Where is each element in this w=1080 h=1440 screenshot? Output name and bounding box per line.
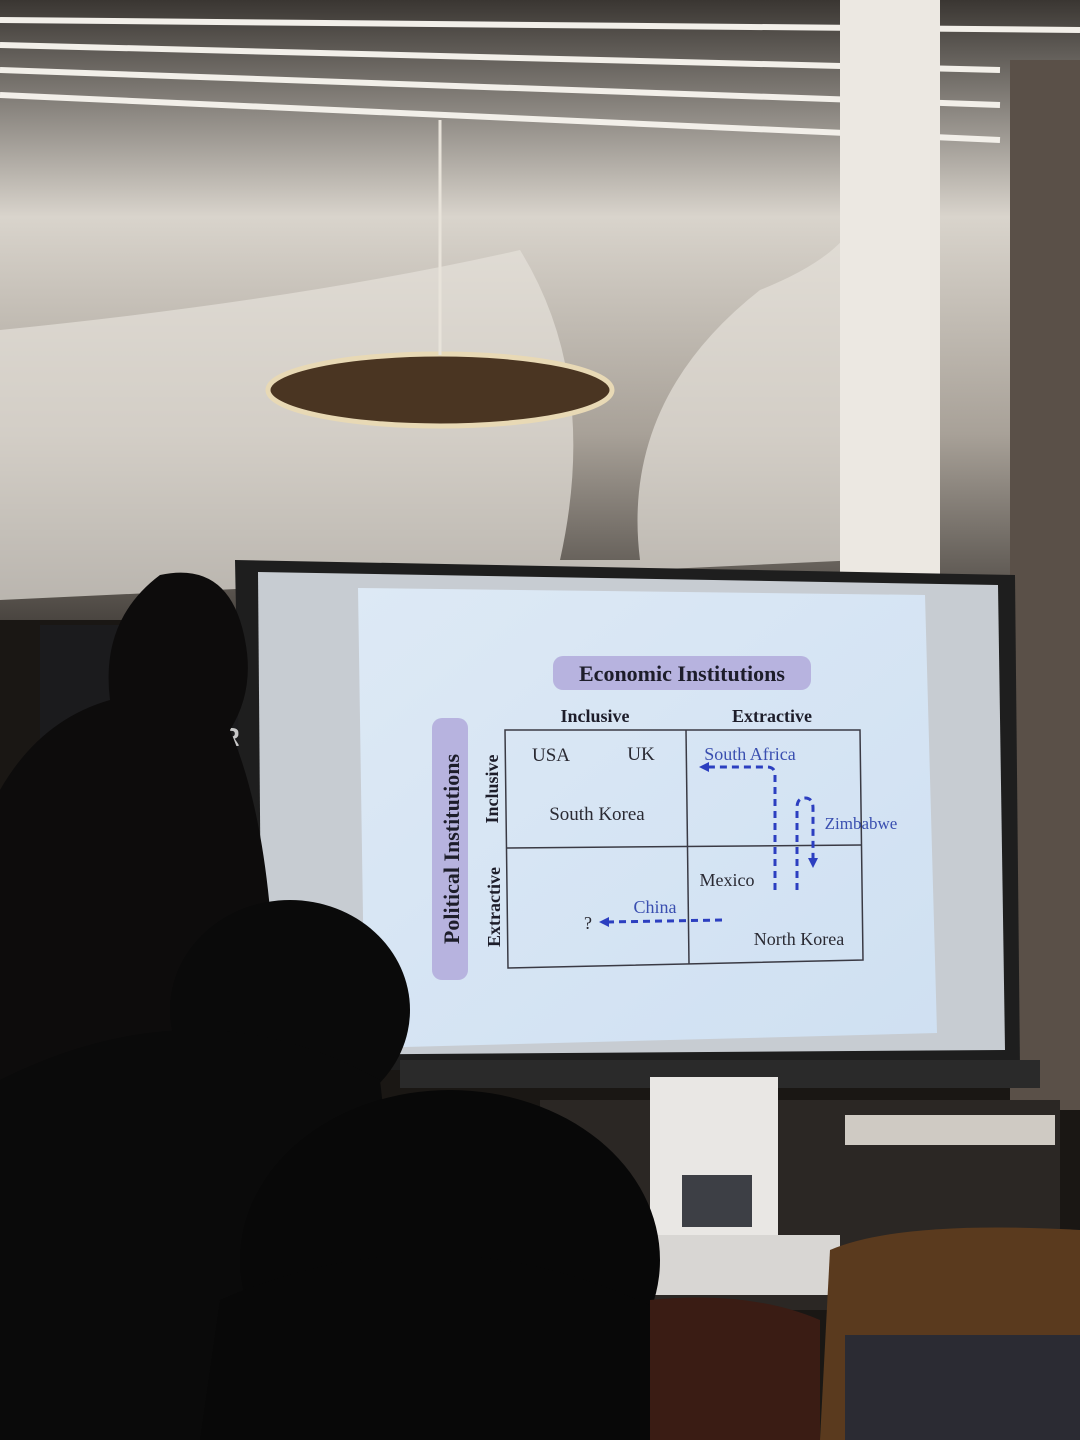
country-label: Mexico	[700, 870, 755, 890]
slide	[358, 588, 937, 1048]
zimbabwe-path	[795, 796, 815, 890]
row-label: Inclusive	[482, 754, 502, 823]
book-image	[682, 1175, 752, 1227]
slat	[0, 67, 1001, 108]
row-label: Extractive	[484, 867, 504, 947]
column	[840, 0, 940, 580]
side-title: Political Institutions	[439, 754, 464, 945]
arrows	[607, 765, 815, 924]
arrow-head	[808, 858, 818, 868]
title-box	[553, 656, 811, 690]
table	[640, 1235, 840, 1295]
country-label: South Korea	[549, 804, 645, 825]
phone-screen	[845, 1335, 1080, 1440]
table	[845, 1115, 1055, 1145]
column-label: Inclusive	[560, 706, 629, 726]
column-label: Extractive	[732, 706, 812, 726]
country-label: USA	[532, 745, 570, 766]
grid-divider	[506, 844, 863, 849]
south-africa-path	[706, 765, 777, 890]
grid-border	[504, 729, 864, 969]
country-label: North Korea	[754, 929, 844, 949]
slat	[0, 92, 1001, 143]
book-poster	[650, 1077, 778, 1255]
arrow-head	[599, 917, 609, 927]
country-label: China	[634, 897, 677, 917]
arrow-head	[699, 762, 709, 772]
side-title-box	[432, 718, 468, 980]
chair	[650, 1297, 820, 1440]
country-label: UK	[627, 744, 655, 765]
country-label: Zimbabwe	[825, 814, 898, 833]
audience-silhouette	[200, 1254, 700, 1440]
arrow-heads	[599, 762, 818, 927]
right-wall	[1010, 60, 1080, 1110]
question-mark: ?	[584, 913, 592, 933]
pendant-light	[265, 351, 615, 429]
country-label: South Africa	[704, 744, 796, 764]
grid	[504, 729, 864, 969]
slide-title: Economic Institutions	[579, 661, 785, 686]
slat	[0, 42, 1001, 73]
